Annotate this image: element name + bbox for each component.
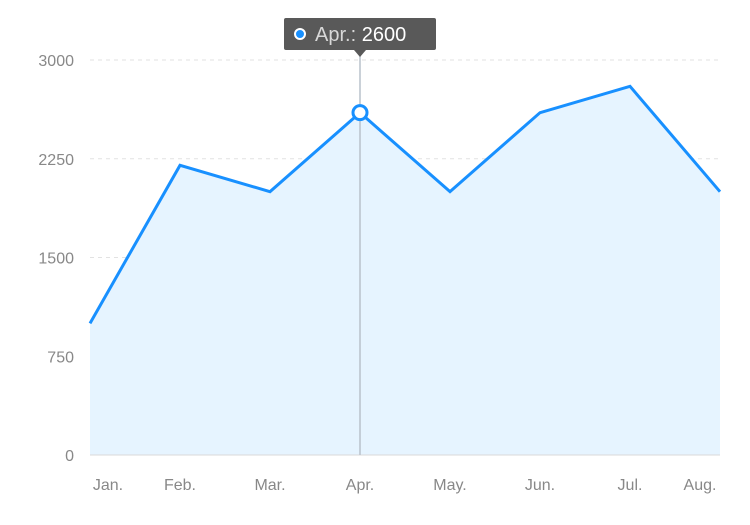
data-point-Jan.[interactable]: [84, 317, 96, 329]
y-tick-label: 0: [65, 448, 74, 465]
y-tick-label: 3000: [38, 53, 74, 70]
highlight-point[interactable]: [351, 104, 369, 122]
x-tick-label: Feb.: [164, 477, 196, 494]
y-tick-label: 750: [47, 349, 74, 366]
data-point-Jun.[interactable]: [534, 107, 546, 119]
x-tick-label: Jan.: [93, 477, 123, 494]
data-point-Feb.[interactable]: [174, 159, 186, 171]
y-tick-label: 1500: [38, 251, 74, 268]
x-tick-label: May.: [433, 477, 466, 494]
data-point-Aug.[interactable]: [714, 186, 726, 198]
axis-layer: 0 750 1500 2250 3000 Jan. Feb. Mar. Apr. May. Jun.…: [38, 53, 720, 494]
x-tick-label: Apr.: [346, 477, 374, 494]
y-tick-label: 2250: [38, 152, 74, 169]
x-tick-label: Aug.: [684, 477, 717, 494]
tooltip-marker-icon: [294, 28, 306, 40]
x-tick-label: Mar.: [254, 477, 285, 494]
area-layer: [90, 86, 720, 455]
x-tick-label: Jul.: [618, 477, 643, 494]
tooltip-layer: Apr.: 2600: [284, 18, 436, 57]
tooltip-text: Apr.: 2600: [315, 24, 406, 46]
tooltip-value: 2600: [362, 24, 407, 46]
data-point-May.[interactable]: [444, 186, 456, 198]
series-line: [88, 84, 722, 325]
data-point-Jul.[interactable]: [624, 80, 636, 92]
series-area: [90, 86, 720, 455]
tooltip-box: [284, 18, 436, 50]
x-tick-label: Jun.: [525, 477, 555, 494]
tooltip-arrow: [354, 50, 366, 57]
tooltip-label: Apr.:: [315, 24, 362, 46]
data-point-Mar.[interactable]: [264, 186, 276, 198]
crosshair-layer: [351, 46, 369, 455]
line-layer: [84, 80, 726, 329]
